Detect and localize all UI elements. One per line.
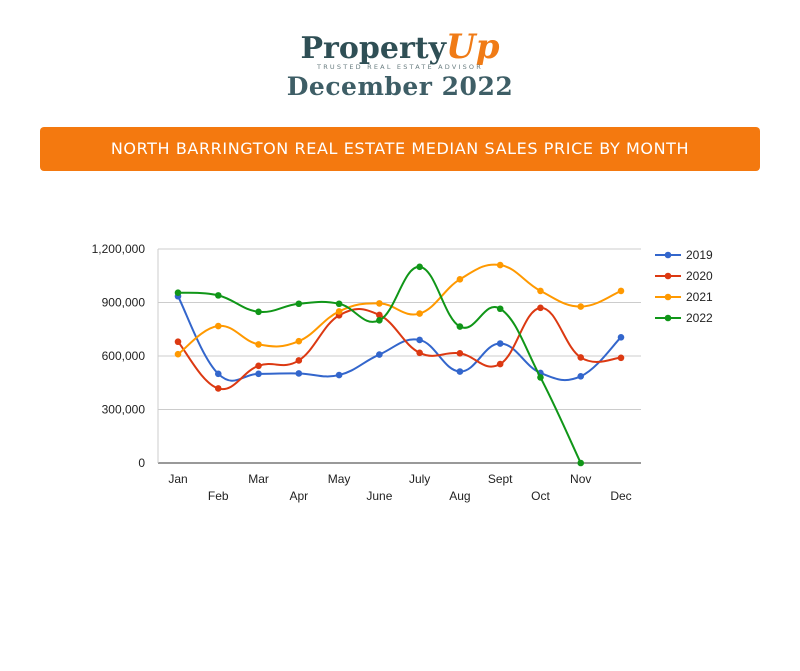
- data-point-2019: [335, 371, 343, 379]
- x-tick-label: Aug: [449, 489, 470, 503]
- legend-swatch-marker-2019: [664, 251, 672, 259]
- series-line-2021: [177, 263, 622, 356]
- data-point-2022: [376, 317, 383, 324]
- x-tick-label: Jan: [168, 472, 187, 486]
- data-point-2021: [416, 310, 423, 317]
- data-point-2022: [537, 374, 544, 381]
- data-point-2022: [255, 308, 262, 316]
- x-tick-label: Apr: [289, 489, 308, 503]
- chart-series: [174, 261, 625, 467]
- data-point-2021: [335, 308, 343, 315]
- data-point-2019: [416, 336, 423, 344]
- data-point-2021: [456, 276, 464, 283]
- y-tick-label: 1,200,000: [92, 242, 146, 256]
- chart-legend: 2019 2020 2021 2022: [655, 248, 713, 325]
- data-point-2021: [214, 322, 222, 330]
- brand-header: PropertyUp TRUSTED REAL ESTATE ADVISOR D…: [0, 30, 800, 101]
- logo-main-text: Property: [300, 31, 447, 66]
- legend-label-2020: 2020: [686, 269, 713, 283]
- x-tick-label: Sept: [488, 472, 513, 486]
- data-point-2020: [577, 354, 585, 361]
- y-tick-label: 900,000: [102, 296, 146, 310]
- data-point-2022: [295, 300, 303, 308]
- data-point-2021: [376, 300, 383, 307]
- data-point-2021: [537, 287, 544, 295]
- data-point-2021: [174, 350, 182, 358]
- data-point-2019: [496, 340, 504, 347]
- chart-title-banner: NORTH BARRINGTON REAL ESTATE MEDIAN SALE…: [40, 127, 760, 171]
- data-point-2021: [496, 261, 504, 269]
- data-point-2022: [174, 289, 182, 296]
- brand-logo: PropertyUp: [0, 30, 800, 66]
- data-point-2020: [537, 304, 544, 312]
- logo-accent-text: Up: [446, 27, 500, 67]
- data-point-2019: [577, 373, 585, 380]
- legend-swatch-marker-2020: [664, 272, 672, 280]
- data-point-2019: [456, 368, 464, 375]
- data-point-2020: [416, 349, 423, 357]
- data-point-2021: [255, 341, 262, 348]
- x-tick-label: July: [409, 472, 430, 486]
- y-axis: 0 300,000 600,000 900,000 1,200,000: [92, 242, 146, 470]
- legend-label-2022: 2022: [686, 311, 713, 325]
- y-tick-label: 0: [138, 456, 145, 470]
- x-tick-label: Feb: [208, 489, 229, 503]
- series-line-2022: [177, 265, 582, 464]
- legend-label-2019: 2019: [686, 248, 713, 262]
- data-point-2021: [577, 303, 585, 310]
- data-point-2022: [577, 459, 585, 467]
- data-point-2022: [416, 263, 423, 271]
- y-tick-label: 300,000: [102, 403, 146, 417]
- data-point-2019: [376, 351, 383, 358]
- x-tick-label: Mar: [248, 472, 269, 486]
- data-point-2020: [456, 350, 464, 357]
- x-tick-label: Dec: [610, 489, 631, 503]
- data-point-2019: [255, 370, 262, 378]
- data-point-2022: [456, 323, 464, 330]
- data-point-2021: [617, 287, 625, 295]
- x-tick-label: Nov: [570, 472, 591, 486]
- data-point-2019: [617, 333, 625, 341]
- legend-swatch-marker-2021: [664, 293, 672, 301]
- legend-label-2021: 2021: [686, 290, 713, 304]
- data-point-2022: [496, 305, 504, 313]
- data-point-2020: [295, 357, 303, 364]
- x-axis: Jan Feb Mar Apr May June July Aug Sept Oct Nov Dec: [168, 472, 631, 503]
- data-point-2020: [255, 362, 262, 370]
- x-tick-label: June: [366, 489, 392, 503]
- series-line-2020: [177, 306, 622, 391]
- data-point-2022: [335, 300, 343, 308]
- chart-gridlines: [157, 248, 641, 464]
- data-point-2020: [617, 354, 625, 362]
- data-point-2019: [214, 370, 222, 378]
- data-point-2019: [295, 370, 303, 377]
- x-tick-label: May: [328, 472, 351, 486]
- y-tick-label: 600,000: [102, 349, 146, 363]
- report-period: December 2022: [286, 72, 514, 101]
- data-point-2020: [174, 338, 182, 346]
- data-point-2020: [214, 385, 222, 392]
- legend-swatch-marker-2022: [664, 314, 672, 322]
- data-point-2021: [295, 337, 303, 345]
- data-point-2020: [376, 311, 383, 319]
- x-tick-label: Oct: [531, 489, 550, 503]
- data-point-2022: [214, 292, 222, 299]
- data-point-2020: [496, 360, 504, 368]
- brand-tagline: TRUSTED REAL ESTATE ADVISOR: [317, 63, 483, 71]
